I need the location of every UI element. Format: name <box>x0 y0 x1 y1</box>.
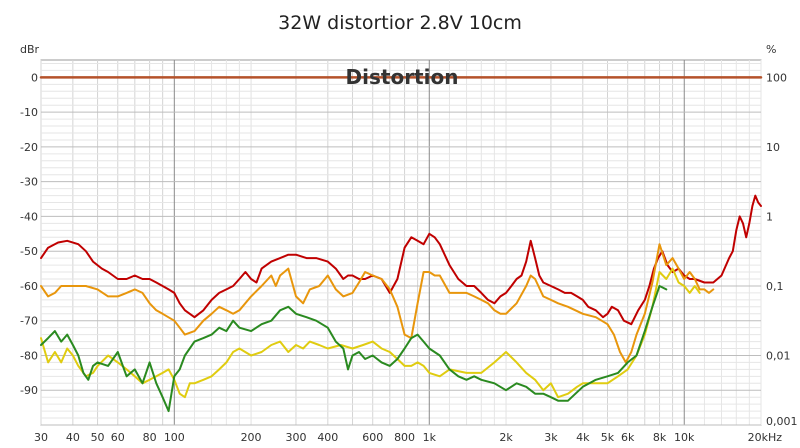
y-tick-label-left: -80 <box>20 349 38 362</box>
series-line-4 <box>40 285 668 413</box>
y-tick-label-right: 1 <box>766 210 773 223</box>
x-tick-label: 100 <box>164 431 185 444</box>
x-tick-label: 5k <box>601 431 615 444</box>
series-line-2 <box>40 243 715 364</box>
series-line-1 <box>40 194 762 326</box>
x-tick-labels: 30 40 50 60 80 100 200 300 400 600 800 1k 2k 3k 4k 5k 6k… <box>34 431 782 444</box>
x-tick-label: 400 <box>317 431 338 444</box>
x-tick-label: 80 <box>143 431 157 444</box>
x-tick-label: 300 <box>285 431 306 444</box>
y-tick-label-left: 0 <box>31 71 38 84</box>
left-tick-labels: 0 -10 -20 -30 -40 -50 -60 -70 -80 -90 <box>20 71 38 397</box>
x-tick-label: 8k <box>653 431 667 444</box>
x-tick-label: 10k <box>674 431 695 444</box>
x-tick-label: 20kHz <box>748 431 783 444</box>
y-tick-label-right: 10 <box>766 141 780 154</box>
overlay-label: Distortion <box>346 65 459 89</box>
x-tick-label: 600 <box>362 431 383 444</box>
y-tick-label-left: -50 <box>20 245 38 258</box>
minor-grid <box>40 60 762 425</box>
x-tick-label: 800 <box>394 431 415 444</box>
x-tick-label: 60 <box>111 431 125 444</box>
y-tick-label-left: -60 <box>20 280 38 293</box>
y-tick-label-left: -70 <box>20 315 38 328</box>
x-tick-label: 3k <box>544 431 558 444</box>
y-tick-label-right: 100 <box>766 71 787 84</box>
y-tick-label-left: -10 <box>20 106 38 119</box>
right-tick-labels: 100 10 1 0,1 0,01 0,001 <box>766 71 798 428</box>
y-tick-label-left: -90 <box>20 384 38 397</box>
x-tick-label: 40 <box>66 431 80 444</box>
y-tick-label-right: 0,001 <box>766 415 798 428</box>
x-tick-label: 6k <box>621 431 635 444</box>
plot-area <box>40 59 762 426</box>
chart-title: 32W distortior 2.8V 10cm <box>278 12 522 34</box>
x-tick-label: 50 <box>91 431 105 444</box>
x-tick-label: 200 <box>241 431 262 444</box>
x-tick-label: 4k <box>576 431 590 444</box>
y-tick-label-right: 0,01 <box>766 349 791 362</box>
y-tick-label-left: -40 <box>20 210 38 223</box>
x-tick-label: 2k <box>499 431 513 444</box>
x-tick-label: 30 <box>34 431 48 444</box>
left-axis-unit: dBr <box>20 43 40 56</box>
y-tick-label-right: 0,1 <box>766 280 784 293</box>
x-tick-label: 1k <box>423 431 437 444</box>
y-tick-label-left: -20 <box>20 141 38 154</box>
right-axis-unit: % <box>766 43 776 56</box>
series-layer <box>39 76 763 413</box>
y-tick-label-left: -30 <box>20 176 38 189</box>
series-line-3 <box>40 267 701 399</box>
